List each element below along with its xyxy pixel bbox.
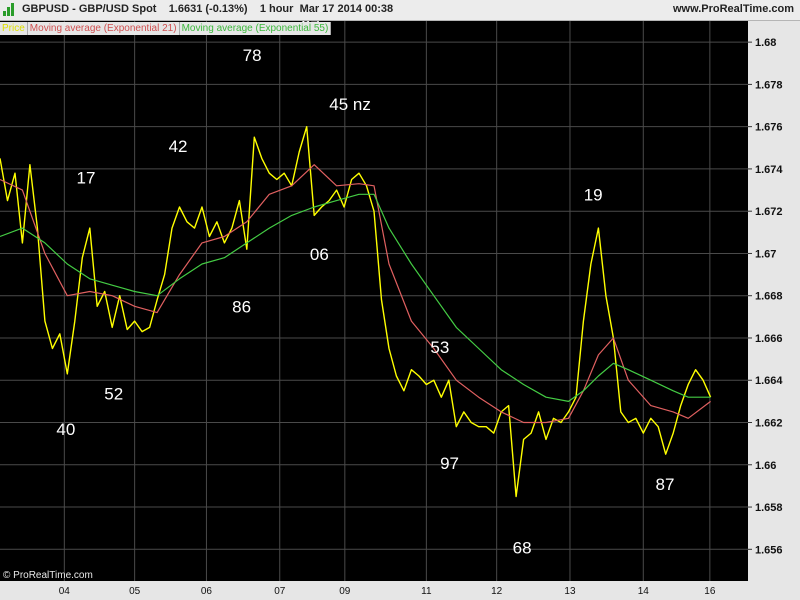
swing-label: 53 <box>430 338 449 357</box>
x-tick-label: 04 <box>59 586 71 597</box>
y-tick-label: 1.67 <box>755 248 776 260</box>
x-tick-label: 14 <box>638 586 650 597</box>
x-tick-label: 05 <box>129 586 141 597</box>
legend-item-price[interactable]: Price <box>0 22 28 35</box>
y-tick-label: 1.668 <box>755 291 783 303</box>
y-tick-label: 1.676 <box>755 122 783 134</box>
y-tick-label: 1.666 <box>755 333 783 345</box>
swing-label: 87 <box>656 475 675 494</box>
y-tick-label: 1.674 <box>755 164 783 176</box>
x-tick-label: 09 <box>339 586 351 597</box>
swing-label: 78 <box>243 46 262 65</box>
chart-title: GBPUSD - GBP/USD Spot 1.6631 (-0.13%) 1 … <box>22 3 393 15</box>
swing-label: 68 <box>513 539 532 558</box>
y-tick-label: 1.662 <box>755 418 783 430</box>
x-tick-label: 16 <box>704 586 716 597</box>
swing-label: 86 <box>232 298 251 317</box>
title-bar: GBPUSD - GBP/USD Spot 1.6631 (-0.13%) 1 … <box>0 0 800 21</box>
swing-label: 42 <box>169 137 188 156</box>
x-tick-label: 11 <box>421 586 432 597</box>
y-axis-ticks: 1.68 1.678 1.676 1.674 1.672 1.67 1.668 1.666 1.… <box>748 37 783 556</box>
swing-label: 40 <box>56 420 75 439</box>
price-chart[interactable]: 1.68 1.678 1.676 1.674 1.672 1.67 1.668 1.666 1.… <box>0 21 800 600</box>
swing-label: 97 <box>440 454 459 473</box>
swing-label: 52 <box>104 384 123 403</box>
x-tick-label: 12 <box>491 586 503 597</box>
last-price: 1.6631 (-0.13%) <box>168 3 248 15</box>
price-axis <box>748 21 800 600</box>
plot-area <box>0 21 748 581</box>
x-axis-ticks: 04 05 06 07 09 11 12 13 14 16 <box>59 586 716 597</box>
price-line <box>0 126 712 498</box>
site-link[interactable]: www.ProRealTime.com <box>672 3 794 15</box>
swing-label: 06 <box>310 245 329 264</box>
prorealtime-logo-icon <box>3 3 17 16</box>
y-tick-label: 1.658 <box>755 502 783 514</box>
legend-item-ema55[interactable]: Moving average (Exponential 55) <box>179 22 332 35</box>
x-tick-label: 13 <box>564 586 576 597</box>
swing-label: 45 nz <box>329 95 371 114</box>
swing-label: 17 <box>77 169 96 188</box>
y-tick-label: 1.66 <box>755 460 776 472</box>
ema21-line <box>0 164 711 424</box>
series-lines <box>0 126 712 498</box>
legend: Price Moving average (Exponential 21) Mo… <box>0 22 332 35</box>
interval: 1 hour <box>259 3 294 15</box>
time-axis <box>0 581 748 600</box>
instrument-name: GBPUSD - GBP/USD Spot <box>22 3 157 15</box>
x-tick-label: 06 <box>201 586 213 597</box>
y-tick-label: 1.678 <box>755 79 783 91</box>
copyright-text: © ProRealTime.com <box>3 570 93 581</box>
legend-item-ema21[interactable]: Moving average (Exponential 21) <box>27 22 180 35</box>
y-tick-label: 1.664 <box>755 375 783 387</box>
x-tick-label: 07 <box>274 586 286 597</box>
swing-label: 19 <box>584 186 603 205</box>
y-tick-label: 1.68 <box>755 37 776 49</box>
y-tick-label: 1.672 <box>755 206 783 218</box>
chart-datetime: Mar 17 2014 00:38 <box>299 3 394 15</box>
y-tick-label: 1.656 <box>755 544 783 556</box>
ema55-line <box>0 193 711 402</box>
grid-lines <box>0 21 748 581</box>
